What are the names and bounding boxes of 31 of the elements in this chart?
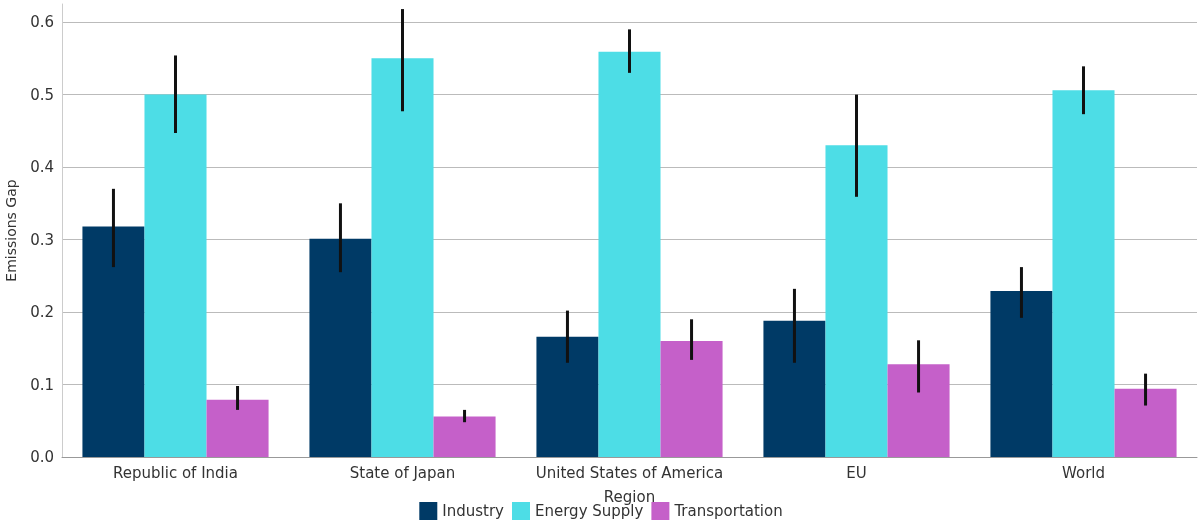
y-tick-label: 0.2 [30,303,54,322]
bar [887,364,950,457]
y-tick-label: 0.6 [30,13,54,32]
bar [82,226,145,457]
y-tick-label: 0.4 [30,158,54,177]
bar [144,94,207,457]
bar [433,416,496,457]
bar [990,291,1053,457]
legend-label: Transportation [673,502,783,520]
x-tick-label: Republic of India [113,463,238,482]
y-tick-label: 0.3 [30,230,54,249]
bar [1114,388,1177,457]
bar [309,238,372,457]
legend-label: Industry [442,502,505,520]
bar [660,341,723,457]
x-axis-title: Region [603,487,656,506]
x-tick-label: State of Japan [349,463,456,482]
bar [598,51,661,457]
x-tick-label: EU [846,463,867,482]
bar [825,145,888,457]
bar [371,58,434,457]
y-tick-label: 0.1 [30,375,54,394]
bar [206,399,269,457]
bar [536,336,599,457]
y-axis-title: Emissions Gap [3,179,19,282]
bar [763,320,826,457]
y-tick-label: 0.5 [30,85,54,104]
y-tick-label: 0.0 [30,448,54,466]
x-tick-label: United States of America [535,463,724,482]
bar [1052,90,1115,457]
x-tick-label: World [1062,463,1105,482]
